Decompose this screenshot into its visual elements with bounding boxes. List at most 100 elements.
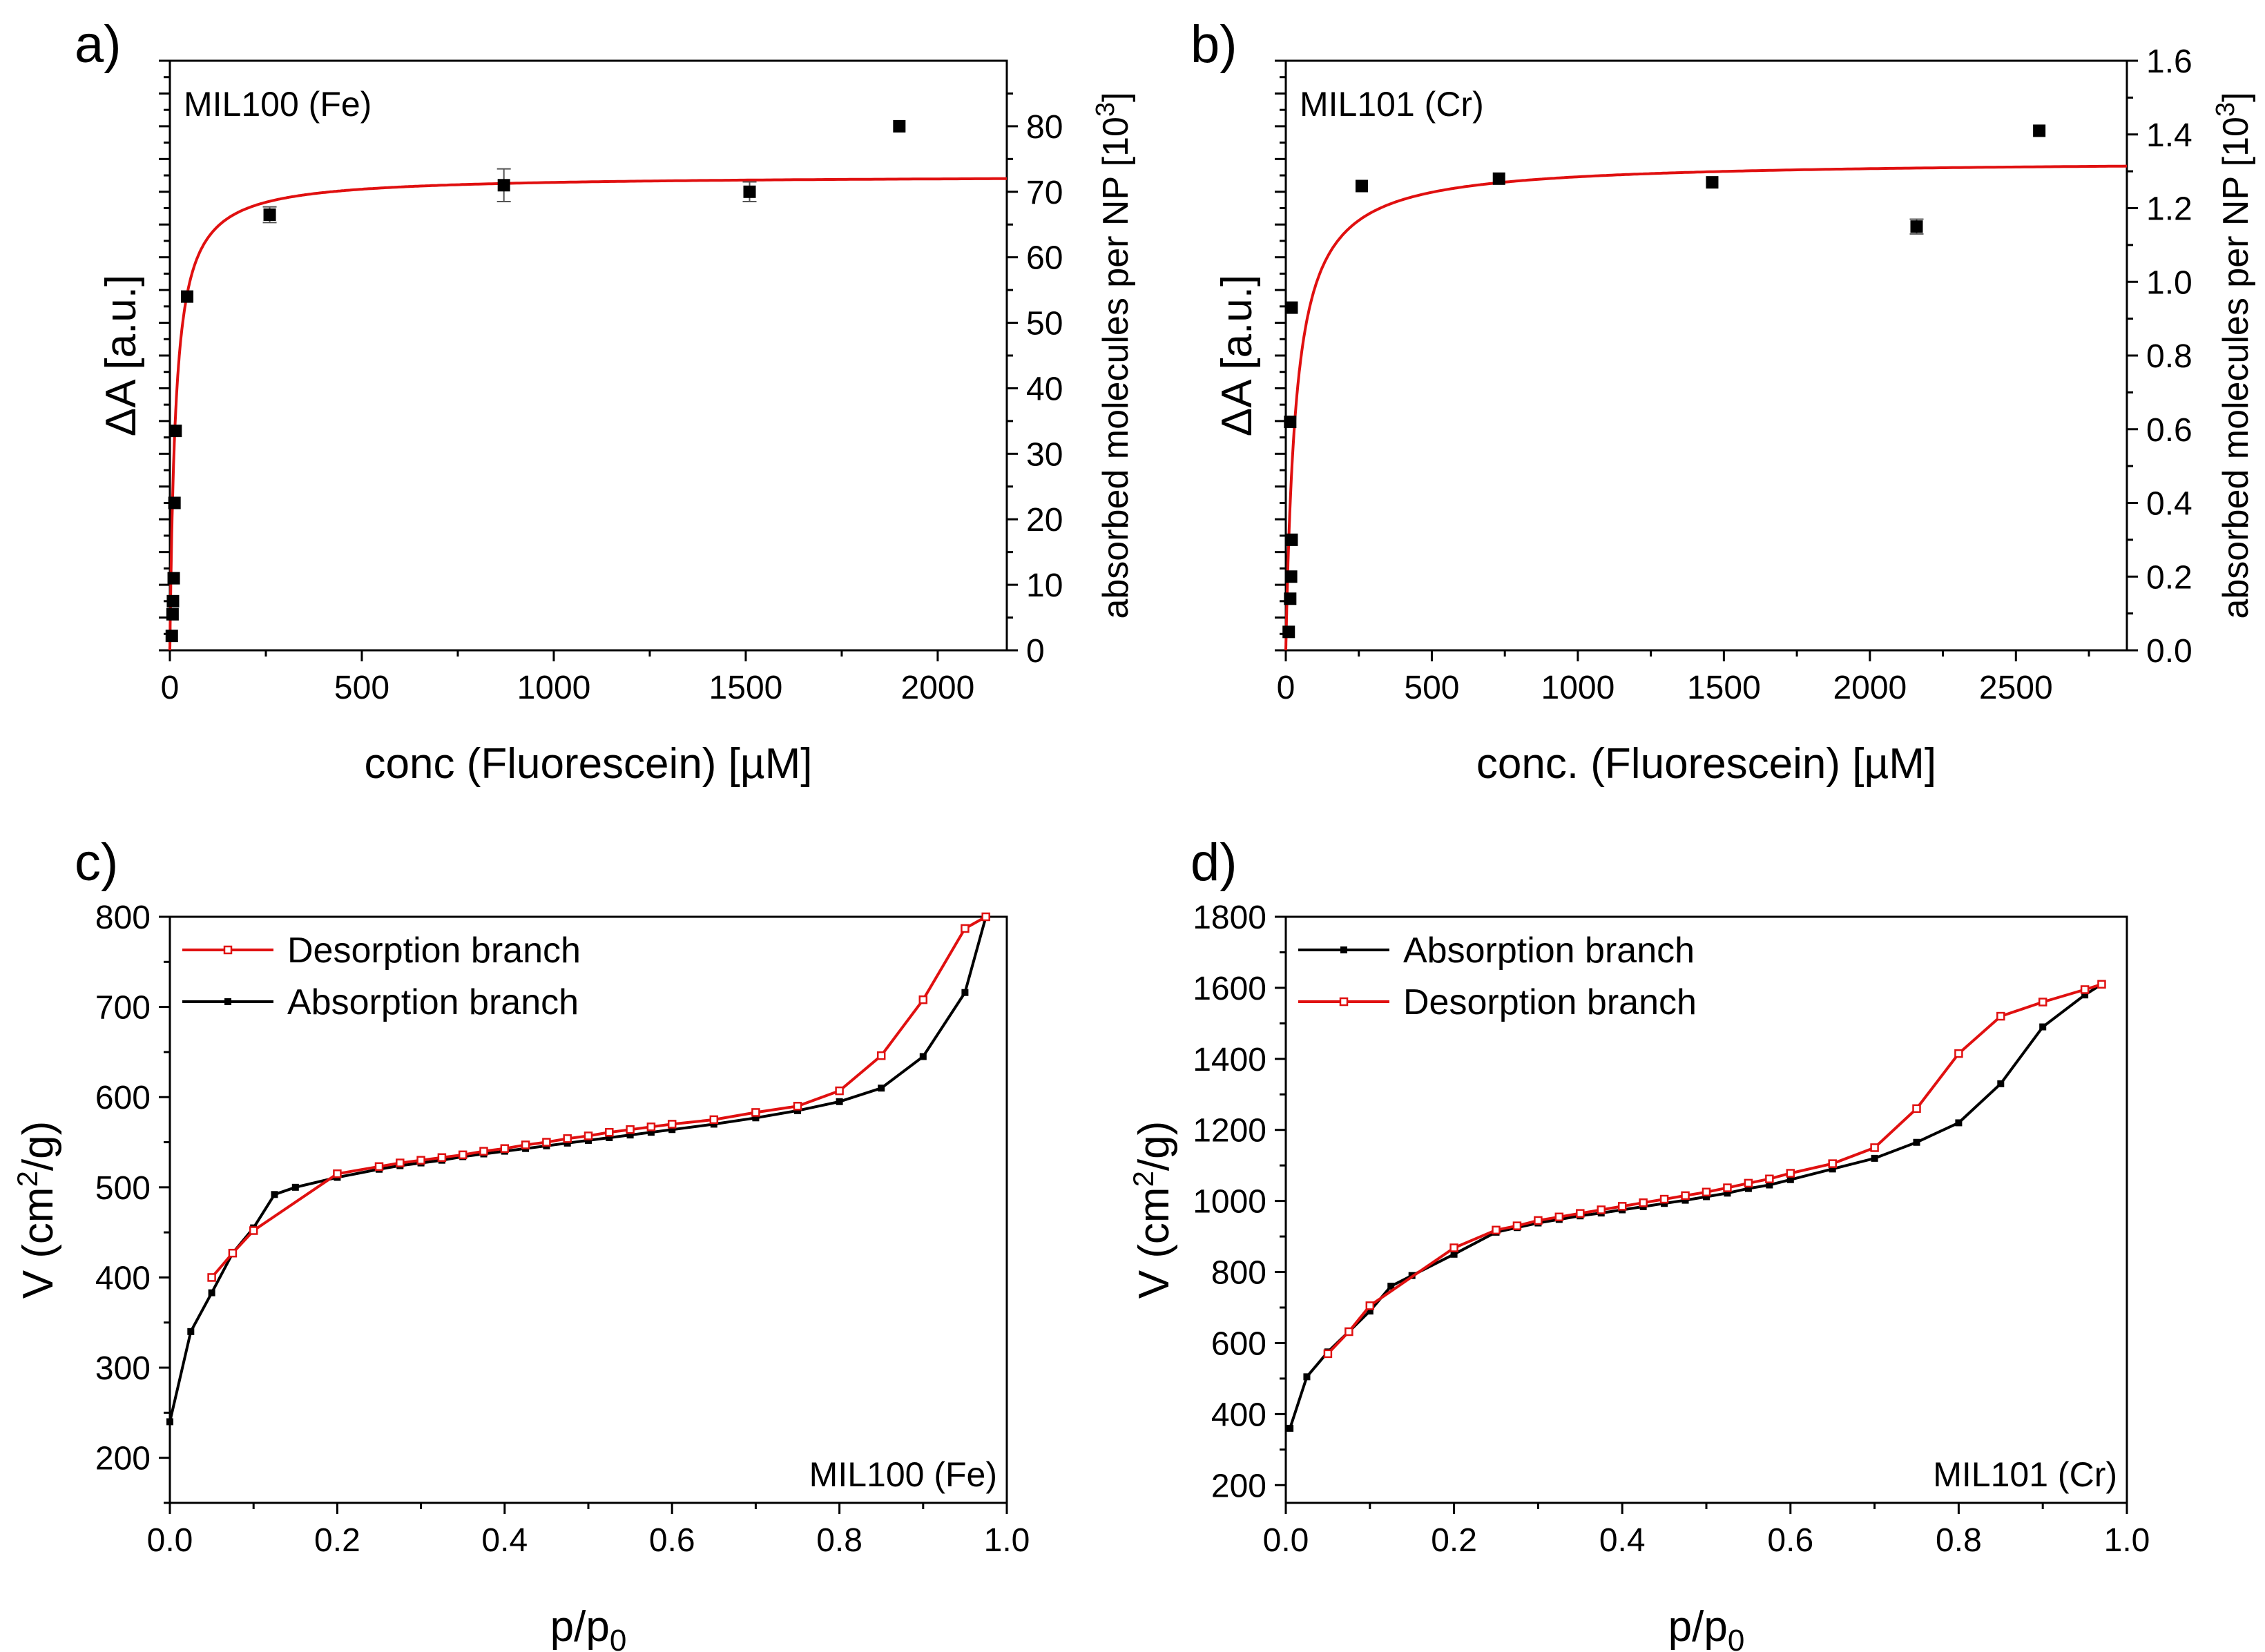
series-marker	[542, 1138, 551, 1147]
y-tick-label: 800	[1211, 1255, 1266, 1292]
series-marker	[1871, 1154, 1878, 1162]
x-tick-label: 0.8	[1936, 1522, 1982, 1559]
y2-tick-label: 1.2	[2146, 191, 2192, 228]
y-tick-label: 600	[1211, 1325, 1266, 1362]
legend-label: Desorption branch	[287, 931, 581, 971]
series-marker	[1617, 1202, 1627, 1211]
series-marker	[1344, 1327, 1353, 1337]
series-marker	[709, 1115, 719, 1125]
y-tick-label: 400	[95, 1260, 151, 1296]
y-tick-label: 1400	[1193, 1042, 1266, 1078]
series-marker	[1913, 1138, 1920, 1146]
series-marker	[1912, 1104, 1921, 1114]
x-tick-label: 1000	[1541, 670, 1615, 706]
y2-tick-label: 80	[1026, 109, 1063, 146]
legend-marker	[1339, 997, 1349, 1007]
data-point	[497, 179, 510, 192]
series-marker	[1766, 1181, 1773, 1189]
x-tick-label: 500	[1404, 670, 1459, 706]
data-point	[167, 572, 180, 585]
x-tick-label: 1500	[709, 670, 783, 706]
series-marker	[1996, 1011, 2005, 1021]
series-marker	[961, 989, 969, 996]
y2-tick-label: 60	[1026, 240, 1063, 277]
series-marker	[1323, 1349, 1333, 1359]
series-marker	[1492, 1225, 1501, 1235]
data-point	[181, 290, 194, 303]
x-axis-title: conc. (Fluorescein) [µM]	[1476, 740, 1936, 788]
series-marker	[2097, 980, 2106, 989]
series-marker	[333, 1169, 342, 1178]
series-marker	[249, 1226, 258, 1235]
x-tick-label: 0.0	[147, 1522, 193, 1559]
y-tick-label: 300	[95, 1350, 151, 1387]
series-marker	[981, 912, 990, 922]
y-tick-label: 1800	[1193, 900, 1266, 936]
x-tick-label: 0.2	[1431, 1522, 1477, 1559]
series-marker	[1303, 1373, 1311, 1381]
fit-curve	[168, 177, 1007, 650]
series-marker	[208, 1289, 215, 1296]
series-marker	[919, 1053, 927, 1060]
series-marker	[794, 1107, 801, 1114]
data-point	[743, 185, 756, 198]
y2-tick-label: 40	[1026, 371, 1063, 407]
data-point	[1285, 301, 1298, 314]
series-marker	[1786, 1176, 1794, 1183]
panel-label: c)	[75, 833, 118, 892]
series-marker	[918, 995, 928, 1004]
y-tick-label: 800	[95, 900, 151, 936]
data-point	[1284, 416, 1297, 429]
series-marker	[606, 1134, 613, 1142]
sample-annotation: MIL101 (Cr)	[1933, 1455, 2117, 1494]
series-marker	[1387, 1283, 1395, 1290]
series-marker	[646, 1123, 656, 1131]
y2-tick-label: 1.6	[2146, 43, 2192, 80]
y-tick-label: 1000	[1193, 1184, 1266, 1221]
x-tick-label: 0.4	[1599, 1522, 1646, 1559]
series-marker	[396, 1158, 405, 1167]
data-point	[1706, 176, 1719, 189]
y2-axis-title: absorbed molecules per NP [103]	[1091, 92, 1136, 619]
series-marker	[1744, 1185, 1752, 1192]
series-marker	[2038, 998, 2047, 1007]
x-tick-label: 0	[161, 670, 180, 706]
series-marker	[961, 924, 970, 933]
series-marker	[437, 1153, 447, 1162]
series-marker	[835, 1086, 844, 1096]
series-marker	[1366, 1308, 1374, 1315]
y-tick-label: 1200	[1193, 1113, 1266, 1149]
y2-tick-label: 50	[1026, 306, 1063, 342]
y2-tick-label: 0.2	[2146, 559, 2192, 596]
y2-tick-label: 0.6	[2146, 412, 2192, 449]
series-marker	[1450, 1250, 1458, 1258]
series-marker	[479, 1147, 488, 1156]
x-tick-label: 0.0	[1263, 1522, 1309, 1559]
data-point	[1355, 179, 1368, 193]
x-tick-label: 0.8	[816, 1522, 862, 1559]
series-marker	[1786, 1169, 1795, 1178]
series-line	[1289, 983, 2103, 1429]
series-marker	[1286, 1424, 1294, 1432]
y2-tick-label: 0.4	[2146, 486, 2192, 523]
series-marker	[187, 1328, 195, 1335]
series-marker	[876, 1051, 886, 1060]
data-point	[169, 425, 182, 438]
series-marker	[374, 1162, 384, 1172]
sample-annotation: MIL100 (Fe)	[184, 85, 372, 124]
y-tick-label: 500	[95, 1170, 151, 1207]
fit-curve	[1284, 164, 2128, 650]
data-point	[1910, 220, 1923, 233]
legend-marker	[223, 945, 233, 955]
y-tick-label: 200	[1211, 1468, 1266, 1504]
x-axis-title: p/p0	[550, 1603, 627, 1652]
data-point	[1492, 172, 1505, 185]
sample-annotation: MIL101 (Cr)	[1300, 85, 1484, 124]
data-point	[168, 496, 181, 509]
data-point	[2033, 124, 2046, 137]
series-marker	[626, 1131, 634, 1139]
series-marker	[1554, 1212, 1564, 1222]
y2-tick-label: 0.0	[2146, 633, 2192, 670]
series-marker	[1724, 1189, 1731, 1197]
y-tick-label: 700	[95, 990, 151, 1027]
